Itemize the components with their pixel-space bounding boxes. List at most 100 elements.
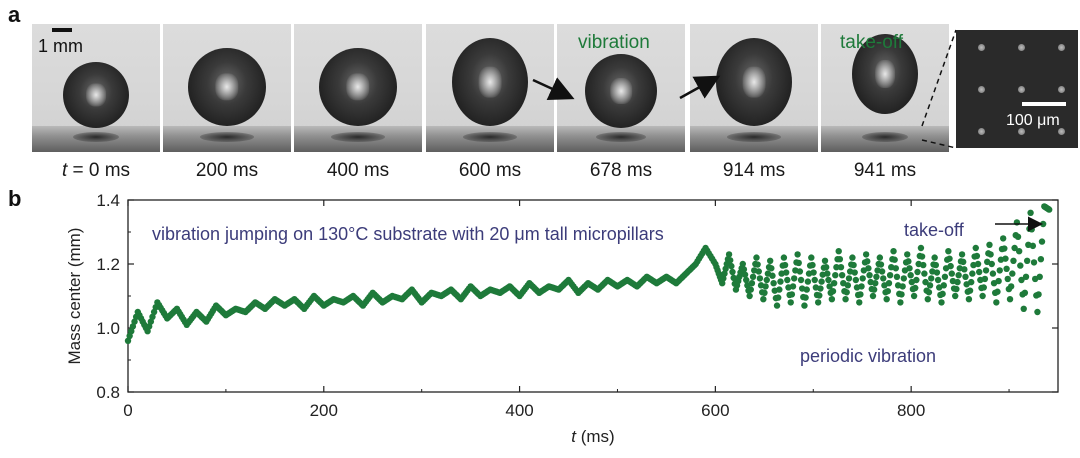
data-point-interp	[1011, 244, 1018, 252]
data-point-interp	[126, 332, 133, 340]
data-point	[856, 299, 863, 306]
data-point-interp	[962, 273, 969, 280]
x-tick-label: 600	[701, 401, 729, 420]
droplet	[188, 48, 266, 126]
data-point-interp	[966, 287, 974, 294]
data-point	[1020, 305, 1027, 312]
data-point-interp	[788, 291, 796, 298]
data-point	[862, 251, 870, 258]
data-point-interp	[872, 280, 879, 287]
data-point-interp	[996, 267, 1003, 274]
droplet	[63, 62, 129, 128]
data-point-interp	[982, 267, 990, 274]
data-point	[910, 292, 918, 300]
data-point-interp	[1021, 289, 1029, 296]
data-point-interp	[968, 278, 975, 286]
data-point-interp	[796, 268, 804, 275]
data-point	[1027, 209, 1034, 216]
data-point	[828, 296, 836, 303]
data-point	[924, 296, 931, 303]
data-point-interp	[810, 269, 817, 276]
y-tick-label: 0.8	[96, 383, 120, 402]
data-point-interp	[825, 276, 832, 284]
data-point-interp	[845, 275, 853, 282]
droplet	[585, 54, 657, 128]
data-point-interp	[880, 275, 887, 282]
data-point	[780, 254, 788, 261]
data-point-interp	[885, 280, 893, 287]
data-point	[760, 296, 767, 303]
x-tick-label: 200	[310, 401, 338, 420]
data-point-interp	[1003, 265, 1010, 272]
data-point-interp	[859, 275, 866, 282]
data-point-interp	[1018, 276, 1025, 284]
sem-micrograph: 100 μm	[956, 30, 1078, 148]
data-point-interp	[1022, 273, 1030, 280]
data-point-interp	[900, 275, 908, 282]
data-point	[849, 254, 856, 261]
chart-axes	[127, 199, 1059, 393]
frame-5	[690, 24, 818, 152]
data-point	[1045, 206, 1053, 213]
time-value: 914 ms	[722, 160, 786, 181]
data-point	[904, 251, 911, 258]
data-point-interp	[946, 255, 953, 262]
data-point	[794, 251, 801, 258]
droplet-reflection	[595, 132, 647, 142]
data-point-interp	[727, 257, 734, 264]
data-point-interp	[975, 268, 983, 276]
data-point-interp	[149, 313, 156, 320]
data-point-interp	[955, 272, 962, 279]
data-point-interp	[763, 276, 770, 284]
data-point-interp	[804, 278, 812, 285]
frame-0	[32, 24, 160, 152]
data-point-interp	[824, 270, 831, 277]
data-point	[931, 254, 938, 261]
time-value: = 0 ms	[67, 160, 131, 181]
data-point-interp	[913, 276, 920, 284]
data-point	[965, 296, 973, 303]
frame-1	[163, 24, 291, 152]
data-point-interp	[973, 252, 981, 260]
data-point-interp	[147, 318, 155, 325]
data-point-interp	[1007, 283, 1015, 290]
data-point	[1006, 296, 1014, 303]
droplet-highlight	[346, 73, 370, 101]
data-point	[952, 292, 959, 300]
frame-3	[426, 24, 554, 152]
data-point-interp	[922, 278, 929, 286]
data-point-interp	[730, 274, 737, 282]
data-point-interp	[939, 290, 946, 298]
data-point-interp	[822, 264, 830, 271]
data-point	[746, 292, 753, 300]
data-point-interp	[150, 308, 158, 316]
data-point-interp	[1010, 257, 1017, 264]
droplet-highlight	[610, 78, 632, 104]
droplet-reflection	[727, 132, 781, 142]
data-point-interp	[781, 261, 789, 269]
data-point-interp	[948, 270, 955, 277]
data-point-interp	[892, 265, 900, 272]
data-point	[993, 299, 1000, 306]
time-value: 600 ms	[458, 160, 522, 181]
data-point-interp	[987, 251, 994, 258]
frame-time-label-2: 400 ms	[298, 160, 418, 182]
data-point-interp	[873, 273, 880, 280]
micropillar-dot	[978, 44, 985, 51]
frame-time-label-0: t = 0 ms	[36, 160, 156, 182]
data-point-interp	[858, 283, 865, 290]
data-point-interp	[129, 323, 137, 330]
data-point-interp	[925, 289, 933, 296]
data-point-interp	[1039, 220, 1047, 228]
data-point-interp	[1035, 291, 1042, 298]
data-point-interp	[809, 261, 816, 269]
x-axis-variable: t	[571, 427, 577, 446]
data-point-interp	[843, 289, 850, 296]
frame-time-label-3: 600 ms	[430, 160, 550, 182]
droplet-reflection	[861, 132, 909, 142]
data-point-interp	[947, 262, 954, 270]
data-point-interp	[747, 286, 754, 293]
data-point	[124, 337, 132, 344]
data-point-interp	[928, 275, 935, 282]
takeoff-label: take-off	[840, 32, 904, 53]
